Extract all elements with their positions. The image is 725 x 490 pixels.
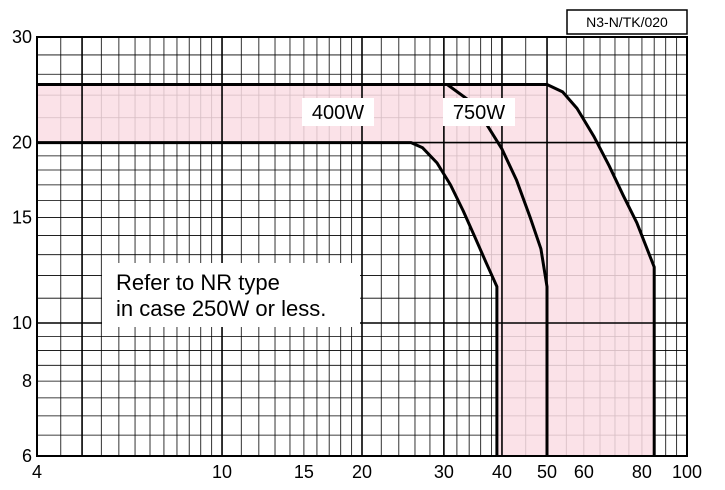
series-line-limit-2 xyxy=(447,83,656,456)
note-box xyxy=(102,263,360,327)
code-box xyxy=(566,9,688,35)
x-tick-label: 60 xyxy=(574,462,594,482)
series-line-400w xyxy=(37,141,499,456)
note-line-1: Refer to NR type xyxy=(116,270,280,295)
curve-label-bg xyxy=(302,98,374,126)
x-tick-label: 80 xyxy=(632,462,652,482)
x-tick-label: 40 xyxy=(492,462,512,482)
x-tick-labels: 4 10 15 20 30 40 50 60 80 100 xyxy=(32,462,702,482)
x-tick-label: 50 xyxy=(537,462,557,482)
curve-label-750w: 750W xyxy=(453,102,505,124)
plot-frame xyxy=(36,36,688,457)
x-tick-label: 10 xyxy=(212,462,232,482)
y-tick-label: 20 xyxy=(12,133,32,153)
x-tick-label: 100 xyxy=(672,462,702,482)
curves-layer xyxy=(37,83,656,456)
y-tick-label: 10 xyxy=(12,313,32,333)
operating-region-fill xyxy=(37,84,655,456)
code-label: N3-N/TK/020 xyxy=(586,14,668,30)
note-line-2: in case 250W or less. xyxy=(116,296,326,321)
x-tick-label: 30 xyxy=(434,462,454,482)
x-tick-label: 4 xyxy=(32,462,42,482)
series-line-750w xyxy=(37,83,549,456)
fill-layer xyxy=(37,84,655,456)
x-tick-label: 20 xyxy=(352,462,372,482)
y-tick-label: 8 xyxy=(22,371,32,391)
x-tick-label: 15 xyxy=(294,462,314,482)
y-tick-label: 30 xyxy=(12,27,32,47)
y-tick-label: 15 xyxy=(12,207,32,227)
y-tick-labels: 6 8 10 15 20 30 xyxy=(12,27,32,466)
curve-label-400w: 400W xyxy=(312,102,364,124)
y-tick-label: 6 xyxy=(22,446,32,466)
curve-label-bg xyxy=(443,98,515,126)
